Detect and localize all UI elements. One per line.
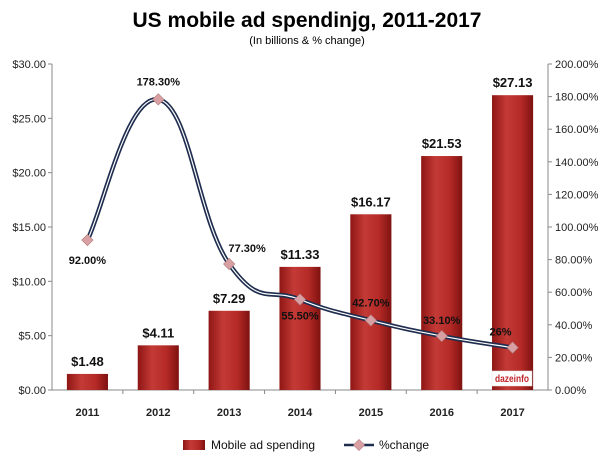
logo: dazeinfo xyxy=(491,370,533,387)
legend-line-marker xyxy=(352,438,366,452)
bar-value-label: $4.11 xyxy=(142,325,174,340)
percent-marker xyxy=(506,341,519,354)
bar xyxy=(137,345,179,390)
y-right-tick-label: 80.00% xyxy=(555,255,593,267)
percent-marker xyxy=(223,257,236,271)
legend-line-label: %change xyxy=(379,438,429,452)
bar xyxy=(492,95,534,391)
y-right-tick-label: 180.00% xyxy=(555,92,599,104)
x-tick-label: 2011 xyxy=(75,407,99,419)
y-left-tick-label: $5.00 xyxy=(18,331,46,343)
y-left-tick-label: $30.00 xyxy=(12,59,46,71)
x-tick-label: 2014 xyxy=(288,407,313,419)
percent-value-label: 33.10% xyxy=(423,315,461,327)
y-right-tick-label: 120.00% xyxy=(555,189,599,201)
percent-value-label: 77.30% xyxy=(228,243,266,255)
y-left-tick-label: $25.00 xyxy=(12,113,46,125)
percent-value-label: 92.00% xyxy=(69,255,107,267)
legend-bar-swatch xyxy=(183,440,205,450)
percent-marker xyxy=(435,329,448,343)
chart-title: US mobile ad spendinjg, 2011-2017 xyxy=(133,9,482,32)
percent-change-line xyxy=(81,93,519,354)
y-left-tick-label: $20.00 xyxy=(12,168,46,180)
logo-text: dazeinfo xyxy=(495,374,529,385)
bar xyxy=(66,373,108,390)
bars xyxy=(66,95,534,391)
percent-value-label: 55.50% xyxy=(281,311,319,323)
percent-marker xyxy=(364,314,377,327)
bar xyxy=(350,214,392,390)
y-right-tick-label: 0.00% xyxy=(555,385,586,397)
bar xyxy=(421,156,463,390)
bar-value-label: $11.33 xyxy=(280,247,319,262)
y-left-tick-label: $10.00 xyxy=(12,276,46,288)
bar-value-label: $1.48 xyxy=(71,354,104,369)
legend-bar-label: Mobile ad spending xyxy=(211,438,315,452)
percent-value-label: 178.30% xyxy=(137,76,181,88)
legend: Mobile ad spending %change xyxy=(183,438,429,452)
bar-value-label: $27.13 xyxy=(493,75,533,90)
axes: $0.00 $5.00 $10.00 $15.00 $20.00 $25.00 $30.00… xyxy=(12,59,598,419)
y-left-tick-label: $0.00 xyxy=(18,385,46,397)
x-tick-label: 2015 xyxy=(359,407,383,419)
y-right-tick-label: 200.00% xyxy=(555,59,599,71)
chart-subtitle: (In billions & % change) xyxy=(249,35,365,47)
percent-marker xyxy=(152,93,165,106)
percent-marker xyxy=(293,293,307,306)
y-right-tick-label: 60.00% xyxy=(555,287,593,299)
percent-marker xyxy=(81,233,94,247)
bar xyxy=(279,266,321,390)
x-tick-label: 2012 xyxy=(146,407,170,419)
percent-value-label: 42.70% xyxy=(352,297,390,309)
y-right-tick-label: 40.00% xyxy=(555,320,593,332)
bar-value-label: $7.29 xyxy=(213,291,246,306)
bar-value-label: $21.53 xyxy=(422,136,462,151)
percent-line-inner xyxy=(86,98,514,349)
bar xyxy=(208,310,250,390)
x-tick-label: 2016 xyxy=(429,407,453,419)
x-tick-label: 2017 xyxy=(500,407,524,419)
y-right-tick-label: 160.00% xyxy=(555,124,599,136)
y-right-tick-label: 100.00% xyxy=(555,222,599,234)
y-right-tick-label: 20.00% xyxy=(555,352,593,364)
x-tick-label: 2013 xyxy=(217,407,241,419)
percent-value-label: 26% xyxy=(490,327,512,339)
y-left-tick-label: $15.00 xyxy=(12,222,46,234)
y-right-tick-label: 140.00% xyxy=(555,157,599,169)
data-labels: $1.48 $4.11 $7.29 $11.33 $16.17 $21.53 $27.13 9… xyxy=(69,75,533,369)
bar-value-label: $16.17 xyxy=(351,194,391,209)
